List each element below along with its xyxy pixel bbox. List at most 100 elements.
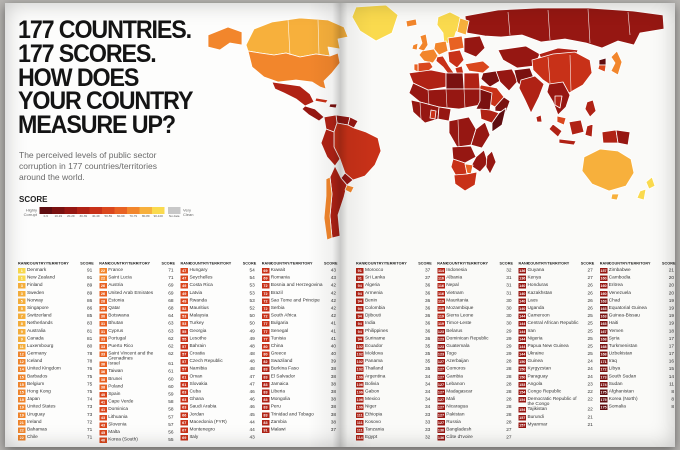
rank-badge: 31 xyxy=(99,328,107,335)
country-name: Portugal xyxy=(108,335,126,341)
table-row: 111 Ethiopia 33 xyxy=(356,411,430,420)
country-score: 37 xyxy=(330,426,336,433)
rank-badge: 22 xyxy=(99,268,107,274)
table-row: 94 Philippines 36 xyxy=(356,328,430,336)
table-row: 26 Austria 69 xyxy=(99,282,174,291)
rank-badge: 140 xyxy=(518,283,526,289)
table-row: 77 Tunisia 41 xyxy=(261,336,336,344)
table-row: 14 United Kingdom 76 xyxy=(18,366,92,374)
country-score: 28 xyxy=(506,411,512,418)
rank-badge: 67 xyxy=(180,419,188,426)
rank-badge: 116 xyxy=(437,290,445,297)
rank-badge: 91 xyxy=(356,275,364,282)
country-score: 32 xyxy=(424,434,431,441)
country-score: 31 xyxy=(506,290,512,296)
table-row: 69 Kuwait 43 xyxy=(261,267,336,276)
country-score: 8 xyxy=(671,389,674,395)
header-country: COUNTRY/TERRITORY xyxy=(27,261,69,266)
table-row: 12 Iceland 78 xyxy=(18,358,92,367)
country-name: India xyxy=(365,320,376,326)
country-name: Liberia xyxy=(270,388,286,394)
country-name: Bahamas xyxy=(27,426,48,432)
country-score: 35 xyxy=(424,366,431,372)
country-name: Mexico xyxy=(365,396,381,402)
rank-badge: 127 xyxy=(437,389,445,395)
country-name: Syria xyxy=(608,335,620,341)
country-name: Sweden xyxy=(27,289,45,296)
country-score: 31 xyxy=(506,275,512,281)
country-score: 17 xyxy=(668,335,674,342)
country-score: 27 xyxy=(587,267,593,274)
country-score: 61 xyxy=(168,361,174,367)
country-name: Montenegro xyxy=(189,426,215,432)
rank-badge: 127 xyxy=(437,381,445,388)
table-row: 77 Bulgaria 41 xyxy=(261,320,336,329)
table-row: 127 Nicaragua 28 xyxy=(437,404,512,412)
rank-badge: 61 xyxy=(180,374,188,380)
country-score: 48 xyxy=(249,366,255,372)
table-row: 168 Uzbekistan 17 xyxy=(599,350,674,359)
rank-badge: 9 xyxy=(18,328,26,335)
country-score: 42 xyxy=(330,290,336,296)
rank-badge: 40 xyxy=(99,391,107,398)
table-row: 67 Montenegro 44 xyxy=(180,426,255,435)
country-name: Kenya xyxy=(527,274,541,281)
rank-badge: 114 xyxy=(437,268,445,274)
country-score: 37 xyxy=(424,275,431,281)
country-name: Saudi Arabia xyxy=(189,403,217,410)
rank-badge: 55 xyxy=(180,328,188,335)
table-row: 83 Jamaica 38 xyxy=(261,381,336,389)
country-score: 22 xyxy=(587,396,593,403)
country-name: Senegal xyxy=(270,327,289,334)
country-name: France xyxy=(108,267,124,273)
rank-badge: 119 xyxy=(437,298,445,304)
country-name: Spain xyxy=(108,390,121,397)
legend-bucket-label: 70-79 xyxy=(129,215,138,218)
country-name: United States xyxy=(27,403,56,410)
country-score: 24 xyxy=(587,366,593,372)
country-name: Malaysia xyxy=(189,312,209,319)
table-row: 123 Togo 29 xyxy=(437,351,512,359)
header-country: COUNTRY/TERRITORY xyxy=(446,261,489,266)
country-name: Niger xyxy=(365,403,377,410)
country-score: 38 xyxy=(330,411,336,418)
rank-badge: 140 xyxy=(518,305,526,312)
table-column-1: RANK COUNTRY/TERRITORY SCORE 1 Denmark 91 1 New… xyxy=(18,261,94,442)
country-score: 74 xyxy=(86,396,93,403)
rank-badge: 171 xyxy=(599,359,608,365)
rank-badge: 150 xyxy=(518,359,526,365)
country-score: 80 xyxy=(86,343,93,349)
table-row: 28 Estonia 68 xyxy=(99,298,174,306)
table-row: 106 Bolivia 34 xyxy=(356,381,430,389)
country-name: Tajikistan xyxy=(527,406,548,412)
country-name: Sri Lanka xyxy=(365,274,386,281)
table-row: 144 Cameroon 25 xyxy=(518,313,593,321)
header-rank: RANK xyxy=(437,261,449,266)
country-score: 48 xyxy=(249,351,255,357)
legend-bucket: 40-49 xyxy=(89,207,102,219)
country-name: Costa Rica xyxy=(189,282,213,288)
country-score: 83 xyxy=(86,320,93,327)
header-score: SCORE xyxy=(80,261,94,266)
country-score: 71 xyxy=(168,267,174,274)
table-column-header: RANK COUNTRY/TERRITORY SCORE xyxy=(600,261,676,266)
table-row: 163 Guinea-Bissau 19 xyxy=(599,313,674,321)
country-name: Korea (North) xyxy=(608,396,638,402)
country-score: 86 xyxy=(86,297,93,304)
table-row: 173 South Sudan 14 xyxy=(599,374,674,382)
country-score: 24 xyxy=(587,358,593,365)
rank-badge: 160 xyxy=(599,290,608,297)
country-name: Swaziland xyxy=(270,358,293,364)
country-score: 22 xyxy=(587,389,593,395)
rank-badge: 175 xyxy=(599,397,608,403)
legend-bucket-label: 60-69 xyxy=(116,215,125,218)
country-score: 48 xyxy=(249,343,255,349)
country-name: Paraguay xyxy=(527,373,548,379)
legend-bucket: 20-29 xyxy=(64,207,77,219)
table-row: 154 Congo Republic 22 xyxy=(518,389,593,397)
country-name: Trinidad and Tobago xyxy=(270,411,314,417)
table-row: 63 Cuba 46 xyxy=(180,389,255,397)
country-name: Morocco xyxy=(365,267,384,273)
rank-badge: 47 xyxy=(180,268,188,274)
country-name: Uzbekistan xyxy=(608,350,633,357)
